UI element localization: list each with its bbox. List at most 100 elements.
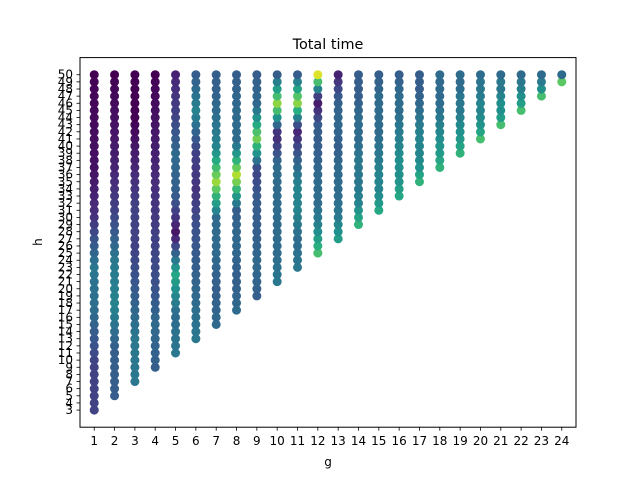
data-point xyxy=(272,248,282,258)
y-tick-label: 29 xyxy=(58,218,73,232)
data-point xyxy=(496,120,506,130)
data-point xyxy=(171,305,181,315)
data-point xyxy=(252,170,262,180)
data-point xyxy=(475,120,485,130)
data-point xyxy=(171,348,181,358)
data-point xyxy=(293,98,303,108)
data-point xyxy=(171,105,181,115)
data-point xyxy=(394,105,404,115)
data-point xyxy=(89,162,99,172)
y-tick-label: 36 xyxy=(58,168,73,182)
data-point xyxy=(110,362,120,372)
data-point xyxy=(171,220,181,230)
data-point xyxy=(293,234,303,244)
data-point xyxy=(191,184,201,194)
data-point xyxy=(150,141,160,151)
data-point xyxy=(110,77,120,87)
x-tick-label: 5 xyxy=(172,434,180,448)
data-point xyxy=(150,270,160,280)
data-point xyxy=(150,319,160,329)
data-point xyxy=(130,91,140,101)
y-tick-label: 21 xyxy=(58,275,73,289)
data-point xyxy=(232,291,242,301)
chart-title: Total time xyxy=(292,37,364,53)
data-point xyxy=(414,177,424,187)
data-point xyxy=(333,220,343,230)
data-point xyxy=(110,319,120,329)
data-point xyxy=(374,127,384,137)
data-point xyxy=(333,105,343,115)
data-point xyxy=(232,234,242,244)
data-point xyxy=(130,362,140,372)
data-point xyxy=(272,134,282,144)
data-point xyxy=(272,105,282,115)
x-tick-label: 9 xyxy=(253,434,261,448)
data-point xyxy=(455,120,465,130)
data-point xyxy=(353,120,363,130)
data-point xyxy=(89,155,99,165)
data-point xyxy=(272,277,282,287)
data-point xyxy=(313,155,323,165)
data-point xyxy=(435,148,445,158)
data-point xyxy=(414,170,424,180)
data-point xyxy=(211,291,221,301)
data-point xyxy=(110,155,120,165)
data-point xyxy=(272,227,282,237)
data-point xyxy=(333,84,343,94)
data-point xyxy=(191,127,201,137)
data-point xyxy=(130,377,140,387)
data-point xyxy=(191,220,201,230)
data-point xyxy=(211,305,221,315)
data-point xyxy=(110,98,120,108)
data-point xyxy=(130,262,140,272)
data-point xyxy=(130,127,140,137)
data-point xyxy=(475,113,485,123)
data-point xyxy=(293,212,303,222)
data-point xyxy=(252,77,262,87)
data-point xyxy=(496,113,506,123)
data-point xyxy=(272,141,282,151)
data-point xyxy=(130,270,140,280)
data-point xyxy=(313,91,323,101)
y-tick-label: 5 xyxy=(65,389,73,403)
data-point xyxy=(191,284,201,294)
data-point xyxy=(110,191,120,201)
data-point xyxy=(475,134,485,144)
data-point xyxy=(171,155,181,165)
y-tick-label: 38 xyxy=(58,153,73,167)
data-point xyxy=(150,277,160,287)
data-point xyxy=(353,212,363,222)
data-point xyxy=(89,319,99,329)
y-tick-label: 23 xyxy=(58,260,73,274)
data-point xyxy=(496,98,506,108)
x-tick-label: 22 xyxy=(513,434,528,448)
y-tick-label: 24 xyxy=(58,253,73,267)
x-tick-label: 2 xyxy=(111,434,119,448)
data-point xyxy=(293,177,303,187)
data-point xyxy=(313,212,323,222)
data-point xyxy=(293,70,303,80)
data-point xyxy=(252,127,262,137)
data-point xyxy=(191,70,201,80)
data-point xyxy=(89,391,99,401)
data-point xyxy=(272,255,282,265)
data-point xyxy=(150,205,160,215)
data-point xyxy=(293,198,303,208)
data-point xyxy=(89,91,99,101)
data-point xyxy=(191,134,201,144)
data-point xyxy=(130,70,140,80)
data-point xyxy=(130,113,140,123)
data-point xyxy=(171,327,181,337)
data-point xyxy=(394,184,404,194)
data-point xyxy=(455,84,465,94)
data-point xyxy=(232,205,242,215)
data-point xyxy=(211,262,221,272)
data-point xyxy=(191,105,201,115)
data-point xyxy=(89,84,99,94)
data-point xyxy=(516,70,526,80)
data-point xyxy=(171,298,181,308)
data-point xyxy=(150,98,160,108)
data-point xyxy=(110,255,120,265)
data-point xyxy=(211,298,221,308)
data-point xyxy=(374,105,384,115)
